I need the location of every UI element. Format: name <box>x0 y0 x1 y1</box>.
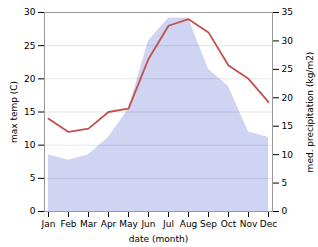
svg-text:Jun: Jun <box>140 219 155 229</box>
svg-text:10: 10 <box>24 140 36 150</box>
svg-text:date (month): date (month) <box>129 234 188 244</box>
svg-text:0: 0 <box>282 206 288 216</box>
svg-text:May: May <box>119 219 138 229</box>
svg-text:Sep: Sep <box>200 219 217 229</box>
svg-text:max temp (C): max temp (C) <box>9 81 19 143</box>
svg-text:Feb: Feb <box>61 219 77 229</box>
svg-text:35: 35 <box>282 7 293 17</box>
svg-text:Dec: Dec <box>260 219 277 229</box>
svg-text:Nov: Nov <box>240 219 258 229</box>
svg-text:Oct: Oct <box>221 219 237 229</box>
svg-text:25: 25 <box>282 64 293 74</box>
svg-text:20: 20 <box>282 93 294 103</box>
svg-text:10: 10 <box>282 150 294 160</box>
svg-text:5: 5 <box>30 173 36 183</box>
svg-text:20: 20 <box>24 74 36 84</box>
svg-text:Apr: Apr <box>101 219 117 229</box>
svg-text:30: 30 <box>282 36 294 46</box>
svg-text:0: 0 <box>30 206 36 216</box>
svg-text:15: 15 <box>24 107 35 117</box>
svg-text:5: 5 <box>282 178 288 188</box>
svg-text:Aug: Aug <box>180 219 198 229</box>
svg-text:15: 15 <box>282 121 293 131</box>
svg-text:25: 25 <box>24 41 35 51</box>
svg-text:med. precipitation (kg/m2): med. precipitation (kg/m2) <box>305 52 315 173</box>
svg-text:Jan: Jan <box>41 219 56 229</box>
svg-text:Mar: Mar <box>80 219 97 229</box>
svg-text:30: 30 <box>24 7 36 17</box>
svg-text:Jul: Jul <box>162 219 174 229</box>
